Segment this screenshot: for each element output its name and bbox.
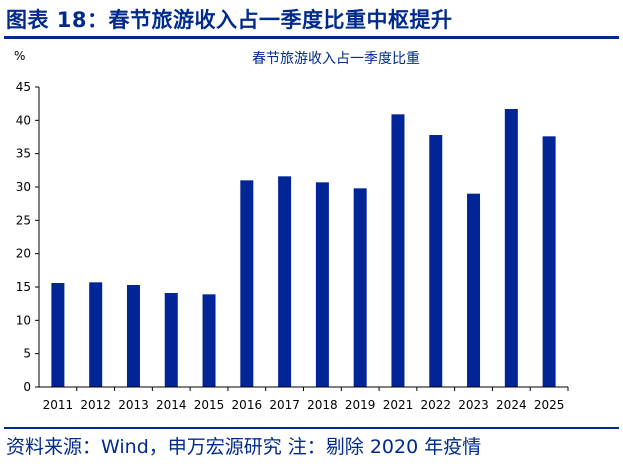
- x-tick-label: 2011: [43, 398, 74, 412]
- bar-2018: [315, 182, 329, 387]
- x-tick-label: 2025: [534, 398, 565, 412]
- figure-title: 图表 18：春节旅游收入占一季度比重中枢提升: [6, 8, 453, 32]
- x-tick-label: 2021: [383, 398, 414, 412]
- bar-2022: [429, 135, 443, 387]
- source-note: 资料来源：Wind，申万宏源研究 注：剔除 2020 年疫情: [6, 436, 482, 458]
- bar-2019: [353, 188, 367, 387]
- bar-2012: [89, 282, 103, 387]
- y-tick-label: 20: [16, 247, 31, 261]
- y-tick-label: 40: [16, 113, 31, 127]
- y-tick-label: 10: [16, 313, 31, 327]
- y-axis: 0 5 10 15 20 25 30 35 40 45: [16, 80, 39, 394]
- bar-2021: [391, 114, 405, 387]
- y-tick-label: 45: [16, 80, 31, 94]
- x-tick-label: 2016: [232, 398, 263, 412]
- x-tick-label: 2022: [420, 398, 451, 412]
- bar-2025: [542, 136, 556, 387]
- bar-2016: [240, 180, 254, 387]
- x-tick-label: 2017: [269, 398, 300, 412]
- bar-2014: [164, 293, 178, 387]
- y-tick-label: 35: [16, 147, 31, 161]
- y-tick-label: 30: [16, 180, 31, 194]
- y-tick-label: 25: [16, 213, 31, 227]
- x-tick-label: 2012: [80, 398, 111, 412]
- x-tick-label: 2014: [156, 398, 187, 412]
- bar-2013: [126, 285, 140, 387]
- header-divider: [4, 36, 619, 39]
- chart-title: 春节旅游收入占一季度比重: [252, 51, 420, 67]
- x-tick-label: 2024: [496, 398, 527, 412]
- bar-2024: [504, 109, 518, 387]
- x-tick-label: 2018: [307, 398, 338, 412]
- x-tick-label: 2013: [118, 398, 149, 412]
- bar-2015: [202, 294, 216, 387]
- bar-2011: [51, 283, 65, 387]
- bar-2017: [278, 176, 292, 387]
- y-tick-label: 15: [16, 280, 31, 294]
- x-tick-label: 2023: [458, 398, 489, 412]
- bar-series: [51, 109, 556, 387]
- x-axis: 2011 2012 2013 2014 2015 2016 2017 2018 2019 2021…: [43, 387, 569, 412]
- y-tick-label: 5: [23, 347, 31, 361]
- bar-2023: [467, 193, 481, 387]
- x-tick-label: 2019: [345, 398, 376, 412]
- y-axis-unit-label: %: [14, 49, 25, 63]
- footer-divider: [4, 427, 619, 429]
- y-tick-label: 0: [23, 380, 31, 394]
- x-tick-label: 2015: [194, 398, 225, 412]
